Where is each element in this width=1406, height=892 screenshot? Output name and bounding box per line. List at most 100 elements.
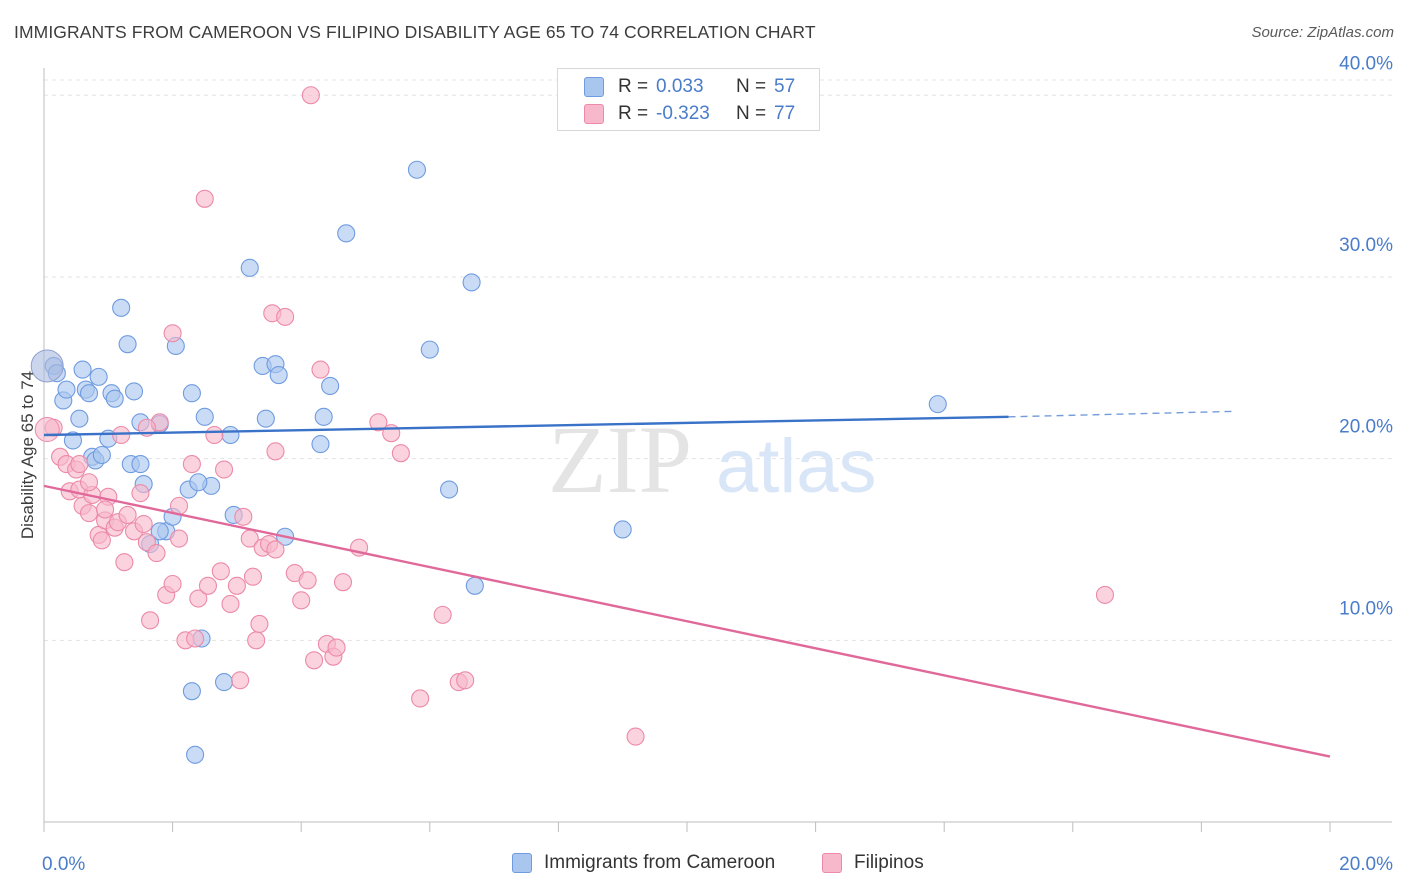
legend-row-filipinos: R = -0.323 N = 77 <box>584 102 795 126</box>
point-filipinos <box>266 540 285 559</box>
point-cameroon <box>221 425 240 445</box>
legend-r-label: R = <box>618 76 649 97</box>
bottom-legend: Immigrants from Cameroon Filipinos <box>0 852 1406 878</box>
point-cameroon <box>150 522 169 541</box>
point-filipinos <box>221 594 240 614</box>
point-filipinos <box>266 442 285 461</box>
point-cameroon <box>79 384 99 403</box>
point-filipinos <box>79 473 99 492</box>
point-filipinos <box>276 307 295 326</box>
point-filipinos <box>214 460 234 479</box>
point-cameroon <box>407 160 426 179</box>
point-cameroon <box>112 298 131 317</box>
point-filipinos <box>231 671 250 690</box>
point-filipinos <box>198 576 218 595</box>
point-cameroon <box>57 380 76 399</box>
point-cameroon <box>70 409 89 428</box>
point-filipinos <box>1095 585 1114 604</box>
point-cameroon <box>311 435 330 454</box>
point-cameroon <box>92 445 111 465</box>
bottom-legend-swatch-cameroon <box>512 853 532 873</box>
trend-line-filipinos <box>43 484 1331 758</box>
point-filipinos <box>227 576 246 595</box>
point-cameroon <box>186 745 205 764</box>
point-cameroon <box>124 382 144 401</box>
point-filipinos <box>118 505 137 524</box>
legend-r-value: -0.323 <box>656 103 710 124</box>
point-filipinos <box>327 638 346 657</box>
axes <box>43 68 1392 832</box>
point-filipinos <box>391 444 410 463</box>
point-filipinos <box>305 651 324 670</box>
point-filipinos <box>298 571 317 590</box>
point-cameroon <box>182 384 201 403</box>
x-tick-label-max: 20.0% <box>1339 854 1393 875</box>
point-cameroon <box>337 224 356 243</box>
point-filipinos <box>169 496 189 515</box>
x-tick-label-min: 0.0% <box>42 854 85 875</box>
point-cameroon <box>321 376 340 396</box>
point-filipinos <box>96 500 115 519</box>
legend-n-label: N = <box>736 76 767 97</box>
point-cameroon <box>182 682 201 701</box>
point-filipinos <box>311 360 330 379</box>
point-filipinos <box>134 514 153 534</box>
trend-line-cameroon <box>43 415 1009 437</box>
point-filipinos <box>70 455 89 474</box>
point-filipinos <box>234 507 253 526</box>
bottom-legend-filipinos[interactable]: Filipinos <box>822 852 924 874</box>
point-cameroon <box>131 455 150 474</box>
chart-source: Source: ZipAtlas.com <box>1251 24 1394 41</box>
legend-r-label: R = <box>618 103 649 124</box>
point-filipinos <box>147 544 166 563</box>
watermark-atlas: atlas <box>716 424 877 509</box>
point-filipinos <box>369 413 388 432</box>
y-axis-label: Disability Age 65 to 74 <box>18 371 37 539</box>
y-tick-label: 10.0% <box>1339 598 1393 619</box>
point-cameroon <box>462 273 481 292</box>
point-filipinos <box>92 531 111 550</box>
point-cameroon <box>214 673 234 692</box>
point-filipinos <box>182 455 201 474</box>
point-filipinos <box>433 605 452 624</box>
bottom-legend-label-filipinos: Filipinos <box>854 852 924 873</box>
point-filipinos <box>195 189 214 208</box>
point-cameroon <box>105 389 124 408</box>
point-filipinos <box>411 689 430 708</box>
point-cameroon <box>269 366 288 385</box>
point-cameroon <box>189 473 208 492</box>
point-filipinos-large <box>34 417 60 443</box>
legend: R = 0.033 N = 57 R = -0.323 N = 77 <box>557 68 820 131</box>
legend-swatch-cameroon <box>584 77 604 97</box>
trend-line-cameroon-extension <box>1008 410 1234 418</box>
point-filipinos <box>115 553 134 572</box>
point-cameroon <box>465 576 484 595</box>
legend-swatch-filipinos <box>584 104 604 124</box>
bottom-legend-swatch-filipinos <box>822 853 842 873</box>
point-filipinos <box>292 591 311 610</box>
point-cameroon <box>195 407 214 426</box>
point-filipinos <box>301 86 320 105</box>
legend-n-value: 57 <box>774 76 796 97</box>
point-cameroon <box>240 258 259 277</box>
point-cameroon-large <box>30 349 64 383</box>
y-tick-label: 20.0% <box>1339 417 1393 438</box>
point-filipinos <box>79 504 99 523</box>
legend-r-value: 0.033 <box>656 76 704 97</box>
legend-n-value: 77 <box>774 103 796 124</box>
point-cameroon <box>63 431 82 450</box>
point-filipinos <box>205 425 224 445</box>
y-tick-label: 30.0% <box>1339 235 1393 256</box>
bottom-legend-cameroon[interactable]: Immigrants from Cameroon <box>512 852 775 874</box>
chart-title: IMMIGRANTS FROM CAMEROON VS FILIPINO DIS… <box>14 22 816 42</box>
point-filipinos <box>163 324 182 343</box>
point-filipinos <box>189 589 208 608</box>
point-filipinos <box>626 727 645 746</box>
point-cameroon <box>256 409 275 428</box>
data-points <box>30 86 1114 764</box>
point-cameroon <box>118 335 137 354</box>
point-filipinos <box>247 631 266 650</box>
point-cameroon <box>613 520 632 539</box>
point-filipinos <box>243 567 263 586</box>
